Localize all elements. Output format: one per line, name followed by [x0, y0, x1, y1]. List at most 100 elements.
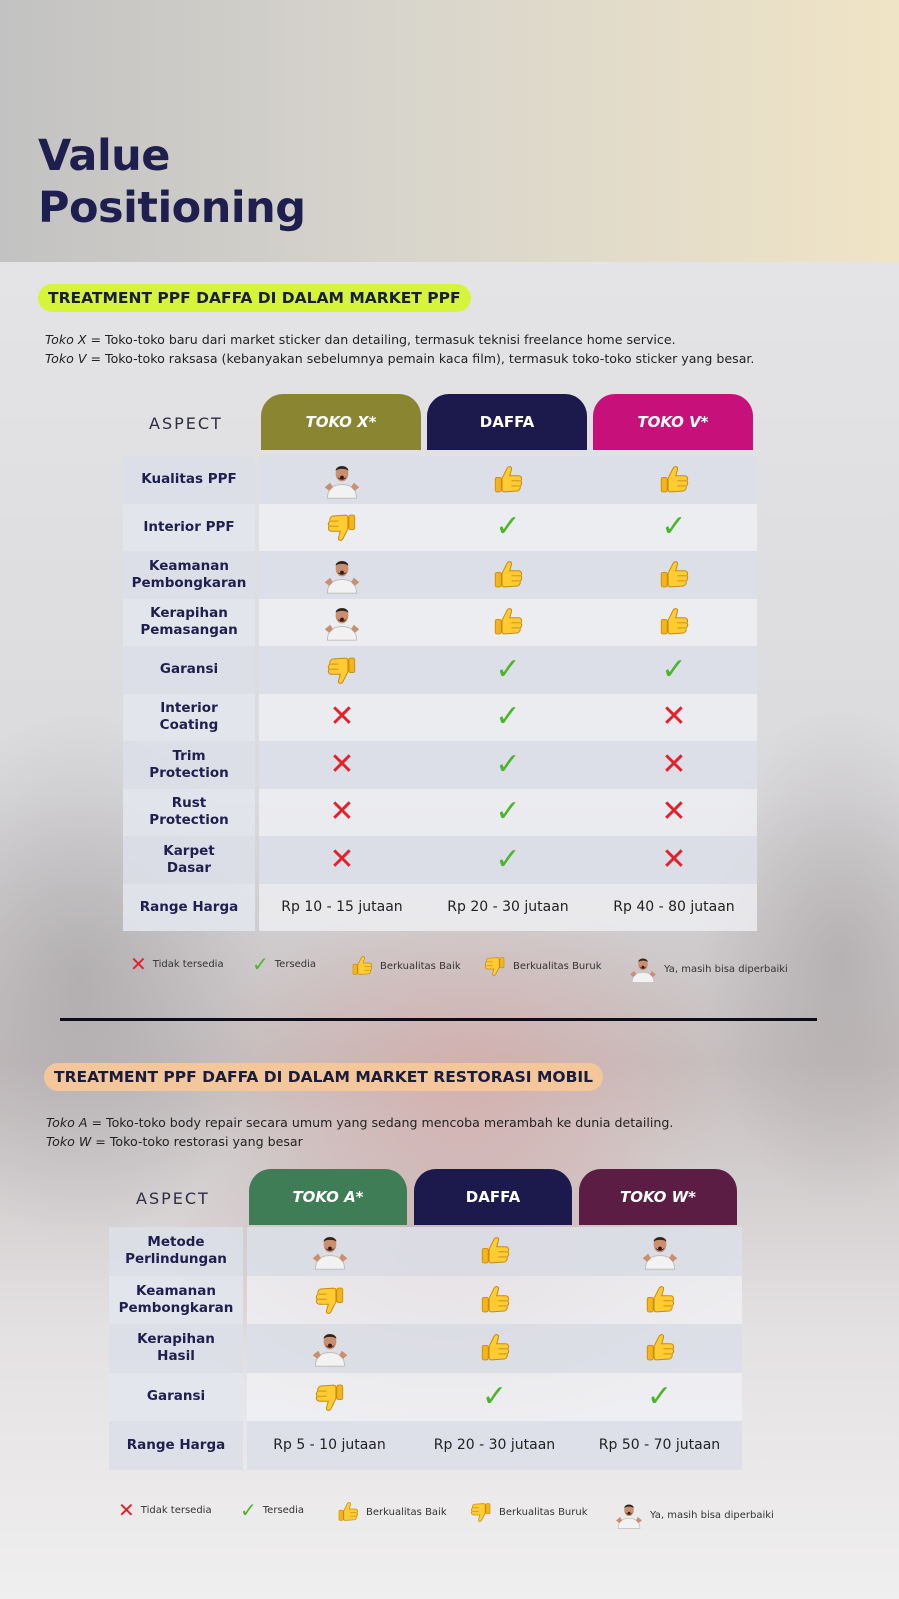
rating-cell: ✓ — [577, 1372, 742, 1421]
table-row: Interior Coating ✕ ✓ ✕ — [123, 693, 757, 741]
rating-cell: ✓ — [425, 693, 591, 741]
column-header-1: TOKO A* — [249, 1169, 407, 1225]
check-icon: ✓ — [495, 794, 521, 830]
cross-icon: ✕ — [329, 794, 355, 830]
section1-notes: Toko X = Toko-toko baru dari market stic… — [45, 330, 754, 368]
cross-icon: ✕ — [661, 699, 687, 735]
legend-item-man: Ya, masih bisa diperbaiki — [628, 954, 788, 984]
row-aspect-label: Rust Protection — [123, 788, 255, 836]
thumbs-up-icon — [657, 558, 691, 592]
rating-cell: ✕ — [259, 741, 425, 789]
legend-label: Berkualitas Buruk — [499, 1506, 588, 1518]
legend-item-up: Berkualitas Baik — [350, 954, 461, 978]
table-row: Metode Perlindungan — [109, 1227, 742, 1276]
check-icon: ✓ — [661, 509, 687, 545]
table-row: Trim Protection ✕ ✓ ✕ — [123, 741, 757, 789]
thumbs-down-icon — [469, 1500, 493, 1524]
rating-cell: ✓ — [425, 741, 591, 789]
row-aspect-label: Garansi — [123, 646, 255, 694]
rating-cell — [259, 646, 425, 694]
rating-cell — [247, 1275, 412, 1324]
cross-icon: ✕ — [329, 841, 355, 877]
legend-item-down: Berkualitas Buruk — [469, 1500, 588, 1524]
aspect-column-header: ASPECT — [136, 1189, 210, 1208]
rating-cell — [591, 598, 757, 646]
section1-title-pill: TREATMENT PPF DAFFA DI DALAM MARKET PPF — [38, 284, 471, 312]
legend-item-x: ✕ Tidak tersedia — [118, 1500, 212, 1520]
rating-cell — [247, 1324, 412, 1373]
price-cell: Rp 5 - 10 jutaan — [247, 1421, 412, 1470]
row-aspect-label: Metode Perlindungan — [109, 1227, 243, 1276]
rating-cell — [577, 1275, 742, 1324]
thumbs-up-icon — [643, 1283, 677, 1317]
legend-label: Ya, masih bisa diperbaiki — [650, 1509, 774, 1521]
check-icon: ✓ — [646, 1378, 673, 1414]
price-row: Range Harga Rp 10 - 15 jutaan Rp 20 - 30 j… — [123, 883, 757, 931]
rating-cell: ✕ — [259, 788, 425, 836]
shrugging-man-icon — [614, 1500, 644, 1530]
cross-icon: ✕ — [130, 952, 147, 976]
legend-item-man: Ya, masih bisa diperbaiki — [614, 1500, 774, 1530]
cross-icon: ✕ — [661, 841, 687, 877]
thumbs-down-icon — [325, 510, 359, 544]
check-icon: ✓ — [661, 651, 687, 687]
cross-icon: ✕ — [329, 699, 355, 735]
rating-cell: ✕ — [259, 836, 425, 884]
row-aspect-label: Keamanan Pembongkaran — [123, 551, 255, 599]
section1-note-1: Toko X = Toko-toko baru dari market stic… — [45, 332, 676, 347]
legend-label: Ya, masih bisa diperbaiki — [664, 963, 788, 975]
price-cell: Rp 20 - 30 jutaan — [425, 883, 591, 931]
row-aspect-label: Range Harga — [109, 1421, 243, 1470]
table-row: Rust Protection ✕ ✓ ✕ — [123, 788, 757, 836]
table-row: Keamanan Pembongkaran — [109, 1275, 742, 1324]
row-aspect-label: Kualitas PPF — [123, 456, 255, 504]
column-header-3: TOKO V* — [593, 394, 753, 450]
section1-note-2: Toko V = Toko-toko raksasa (kebanyakan s… — [45, 351, 755, 366]
cross-icon: ✕ — [661, 746, 687, 782]
cross-icon: ✕ — [118, 1498, 135, 1522]
section2-notes: Toko A = Toko-toko body repair secara um… — [46, 1113, 673, 1151]
column-header-2: DAFFA — [414, 1169, 572, 1225]
row-aspect-label: Kerapihan Hasil — [109, 1324, 243, 1373]
row-aspect-label: Interior Coating — [123, 693, 255, 741]
table-row: Keamanan Pembongkaran — [123, 551, 757, 599]
table-row: Garansi ✓ ✓ — [109, 1372, 742, 1421]
rating-cell: ✓ — [425, 788, 591, 836]
rating-cell — [259, 598, 425, 646]
shrugging-man-icon — [322, 602, 362, 642]
row-aspect-label: Trim Protection — [123, 741, 255, 789]
check-icon: ✓ — [481, 1378, 508, 1414]
price-row: Range Harga Rp 5 - 10 jutaan Rp 20 - 30 ju… — [109, 1421, 742, 1470]
rating-cell: ✕ — [591, 836, 757, 884]
rating-cell — [591, 551, 757, 599]
rating-cell: ✓ — [425, 836, 591, 884]
row-aspect-label: Keamanan Pembongkaran — [109, 1275, 243, 1324]
thumbs-up-icon — [491, 558, 525, 592]
cross-icon: ✕ — [329, 746, 355, 782]
shrugging-man-icon — [310, 1328, 350, 1368]
rating-cell — [259, 503, 425, 551]
rating-cell: ✓ — [425, 503, 591, 551]
legend-item-check: ✓ Tersedia — [252, 954, 316, 974]
rating-cell: ✓ — [425, 646, 591, 694]
shrugging-man-icon — [322, 460, 362, 500]
table-row: Kerapihan Hasil — [109, 1324, 742, 1373]
rating-cell — [577, 1324, 742, 1373]
price-cell: Rp 50 - 70 jutaan — [577, 1421, 742, 1470]
legend-label: Berkualitas Buruk — [513, 960, 602, 972]
table-row: Kerapihan Pemasangan — [123, 598, 757, 646]
shrugging-man-icon — [628, 954, 658, 984]
column-header-1: TOKO X* — [261, 394, 421, 450]
thumbs-up-icon — [350, 954, 374, 978]
legend-label: Tersedia — [274, 958, 317, 970]
rating-cell — [425, 551, 591, 599]
legend-item-check: ✓ Tersedia — [240, 1500, 304, 1520]
legend-item-down: Berkualitas Buruk — [483, 954, 602, 978]
table-row: Interior PPF ✓ ✓ — [123, 503, 757, 551]
shrugging-man-icon — [322, 555, 362, 595]
thumbs-down-icon — [325, 653, 359, 687]
rating-cell — [259, 551, 425, 599]
thumbs-down-icon — [483, 954, 507, 978]
price-cell: Rp 40 - 80 jutaan — [591, 883, 757, 931]
price-cell: Rp 20 - 30 jutaan — [412, 1421, 577, 1470]
